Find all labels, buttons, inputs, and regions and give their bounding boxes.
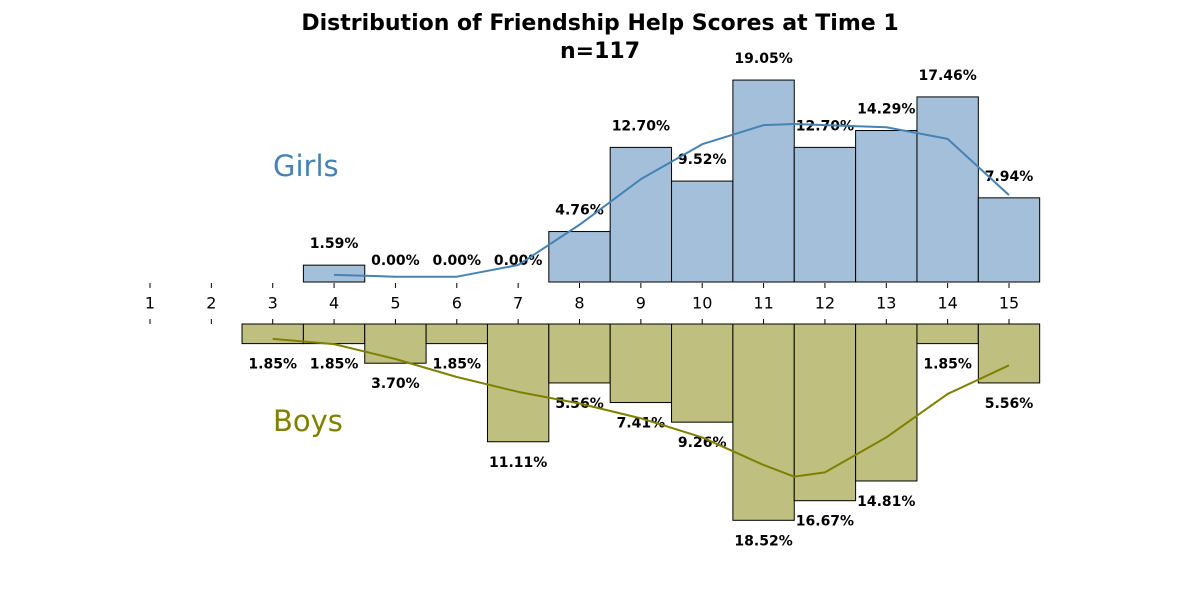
bar — [364, 323, 427, 364]
x-tick-label: 1 — [145, 294, 155, 313]
value-label: 7.94% — [985, 169, 1034, 185]
value-label: 9.26% — [678, 435, 727, 451]
value-label: 11.11% — [489, 455, 547, 471]
value-label: 1.85% — [432, 357, 481, 373]
bar — [977, 197, 1041, 283]
value-label: 4.76% — [555, 203, 604, 219]
series-label: Girls — [273, 149, 339, 183]
bar — [609, 323, 673, 404]
value-label: 14.81% — [857, 494, 915, 510]
value-label: 14.29% — [857, 102, 915, 118]
bar — [671, 180, 734, 283]
x-tick-label: 13 — [876, 294, 896, 313]
x-tick-label: 15 — [999, 294, 1019, 313]
bar — [793, 323, 857, 502]
value-label: 3.70% — [371, 376, 420, 392]
value-label: 1.85% — [310, 357, 359, 373]
x-tick-label: 8 — [574, 294, 584, 313]
x-tick-label: 4 — [329, 294, 339, 313]
value-label: 12.70% — [612, 118, 670, 134]
x-tick-label: 6 — [452, 294, 462, 313]
x-tick-label: 14 — [937, 294, 957, 313]
bar — [302, 264, 366, 283]
value-label: 19.05% — [734, 51, 792, 67]
x-tick-label: 9 — [636, 294, 646, 313]
kde-curve — [334, 123, 1010, 278]
value-label: 5.56% — [985, 396, 1034, 412]
x-tick-label: 12 — [815, 294, 835, 313]
value-label: 16.67% — [796, 514, 854, 530]
x-tick-label: 10 — [692, 294, 712, 313]
bar — [425, 323, 488, 345]
x-tick-label: 5 — [390, 294, 400, 313]
value-label: 1.85% — [923, 357, 972, 373]
value-label: 12.70% — [796, 118, 854, 134]
x-tick-label: 3 — [268, 294, 278, 313]
bar — [916, 96, 979, 283]
bar — [671, 323, 734, 423]
bar — [916, 323, 979, 345]
bar — [855, 130, 918, 283]
value-label: 7.41% — [617, 416, 666, 432]
kde-curve — [272, 337, 1010, 478]
bar — [302, 323, 366, 345]
bar — [486, 323, 550, 443]
value-label: 0.00% — [432, 253, 481, 269]
bar — [977, 323, 1041, 384]
bar — [732, 79, 795, 283]
chart-title: Distribution of Friendship Help Scores a… — [301, 11, 898, 36]
value-label: 1.85% — [248, 357, 297, 373]
x-tick-label: 7 — [513, 294, 523, 313]
bar — [548, 323, 611, 384]
value-label: 0.00% — [371, 253, 420, 269]
bar — [793, 146, 857, 283]
chart-subtitle: n=117 — [560, 39, 640, 64]
bar — [732, 323, 795, 521]
value-label: 9.52% — [678, 152, 727, 168]
value-label: 18.52% — [734, 533, 792, 549]
bar — [855, 323, 918, 482]
series-label: Boys — [273, 404, 343, 438]
value-label: 1.59% — [310, 236, 359, 252]
x-tick-label: 11 — [753, 294, 773, 313]
x-tick-label: 2 — [206, 294, 216, 313]
value-label: 17.46% — [918, 68, 976, 84]
value-label: 0.00% — [494, 253, 543, 269]
